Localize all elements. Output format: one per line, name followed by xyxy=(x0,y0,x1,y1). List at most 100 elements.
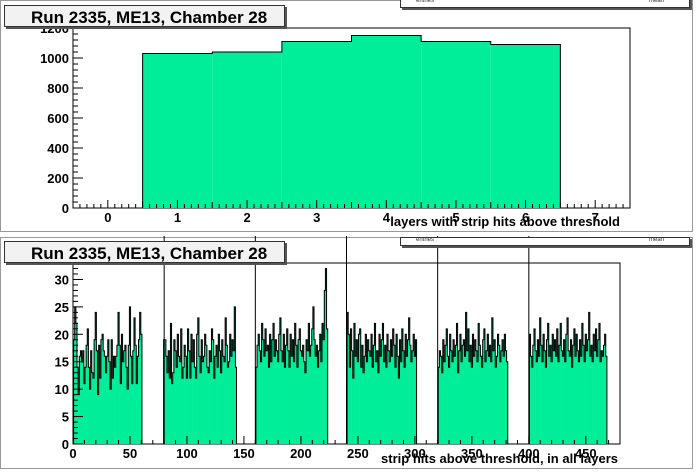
bar xyxy=(323,339,325,444)
bar xyxy=(570,339,572,444)
bar xyxy=(86,345,88,444)
bar xyxy=(302,345,305,444)
bar xyxy=(267,345,269,444)
bar xyxy=(116,345,119,444)
bar xyxy=(96,350,98,444)
bar xyxy=(212,339,215,444)
bar xyxy=(178,356,180,444)
bar xyxy=(200,372,202,444)
bar xyxy=(355,356,357,444)
bar xyxy=(363,372,365,444)
bar xyxy=(274,356,276,444)
bar xyxy=(438,367,440,444)
bar xyxy=(458,350,461,444)
bar xyxy=(561,350,563,444)
bar xyxy=(482,339,485,444)
bar xyxy=(380,356,382,444)
bar xyxy=(102,334,104,444)
bar xyxy=(177,334,179,444)
x-tick-label: 300 xyxy=(404,446,426,461)
bar xyxy=(480,356,482,444)
bar xyxy=(402,350,405,444)
bar xyxy=(317,367,319,444)
bar xyxy=(124,345,127,444)
bar xyxy=(97,394,99,444)
bar xyxy=(384,345,387,444)
bar xyxy=(291,356,293,444)
bar xyxy=(90,350,93,444)
bar xyxy=(582,345,585,444)
bar xyxy=(446,328,448,444)
panel-strips: 0 5 10 15 20 25 30 0 50 100 150 200 250 300 350 400 450 s… xyxy=(0,236,696,472)
bar xyxy=(471,367,473,444)
bar xyxy=(295,345,298,444)
bar xyxy=(133,317,136,444)
x-tick-label: 450 xyxy=(575,446,597,461)
bar xyxy=(228,361,230,444)
x-axis-label: strip hits above threshold, in all layer… xyxy=(381,451,618,466)
bar xyxy=(589,356,592,444)
bar xyxy=(280,350,283,444)
bar xyxy=(497,334,499,444)
bar xyxy=(376,350,379,444)
bar xyxy=(492,350,495,444)
bar xyxy=(590,345,593,444)
bar xyxy=(131,383,134,444)
bar xyxy=(535,350,537,444)
bar xyxy=(119,345,121,444)
bar xyxy=(385,367,388,444)
bar xyxy=(198,356,201,444)
bar xyxy=(213,378,216,444)
bar xyxy=(92,378,95,444)
bar xyxy=(551,361,553,444)
x-tick-label: 5 xyxy=(452,210,459,225)
bar xyxy=(278,334,281,444)
bar xyxy=(541,361,544,444)
bar xyxy=(91,372,94,444)
bar xyxy=(455,345,457,444)
bar xyxy=(114,367,117,444)
bar xyxy=(562,356,564,444)
bar xyxy=(547,323,550,444)
bar xyxy=(283,334,285,444)
bar xyxy=(127,389,129,444)
bar xyxy=(168,350,170,444)
bar xyxy=(393,345,396,444)
bar xyxy=(169,378,171,444)
x-tick-label: 50 xyxy=(123,446,137,461)
x-tick-label: 400 xyxy=(518,446,540,461)
bar xyxy=(307,350,309,444)
bar xyxy=(80,350,82,444)
bar xyxy=(261,323,264,444)
bar xyxy=(174,350,177,444)
bar xyxy=(454,356,456,444)
bar xyxy=(552,334,554,444)
bar xyxy=(382,323,384,444)
bar xyxy=(413,334,415,444)
bar xyxy=(466,350,469,444)
x-tick-label: 6 xyxy=(522,210,529,225)
bar xyxy=(577,350,579,444)
bar xyxy=(461,361,463,444)
y-tick-label: 1000 xyxy=(40,51,69,66)
bar xyxy=(218,334,220,444)
bar xyxy=(164,339,167,444)
bar xyxy=(318,350,321,444)
bar xyxy=(194,367,196,444)
bar xyxy=(563,339,566,444)
bar xyxy=(187,328,189,444)
bar xyxy=(475,350,478,444)
bar xyxy=(479,345,481,444)
bar xyxy=(287,350,290,444)
bar xyxy=(84,367,87,444)
bar xyxy=(467,328,470,444)
bar xyxy=(284,367,286,444)
bar xyxy=(310,345,313,444)
bar xyxy=(369,356,372,444)
bar xyxy=(360,367,363,444)
bar xyxy=(282,361,284,444)
bar xyxy=(394,367,397,444)
bar xyxy=(476,361,479,444)
bar xyxy=(405,334,407,444)
